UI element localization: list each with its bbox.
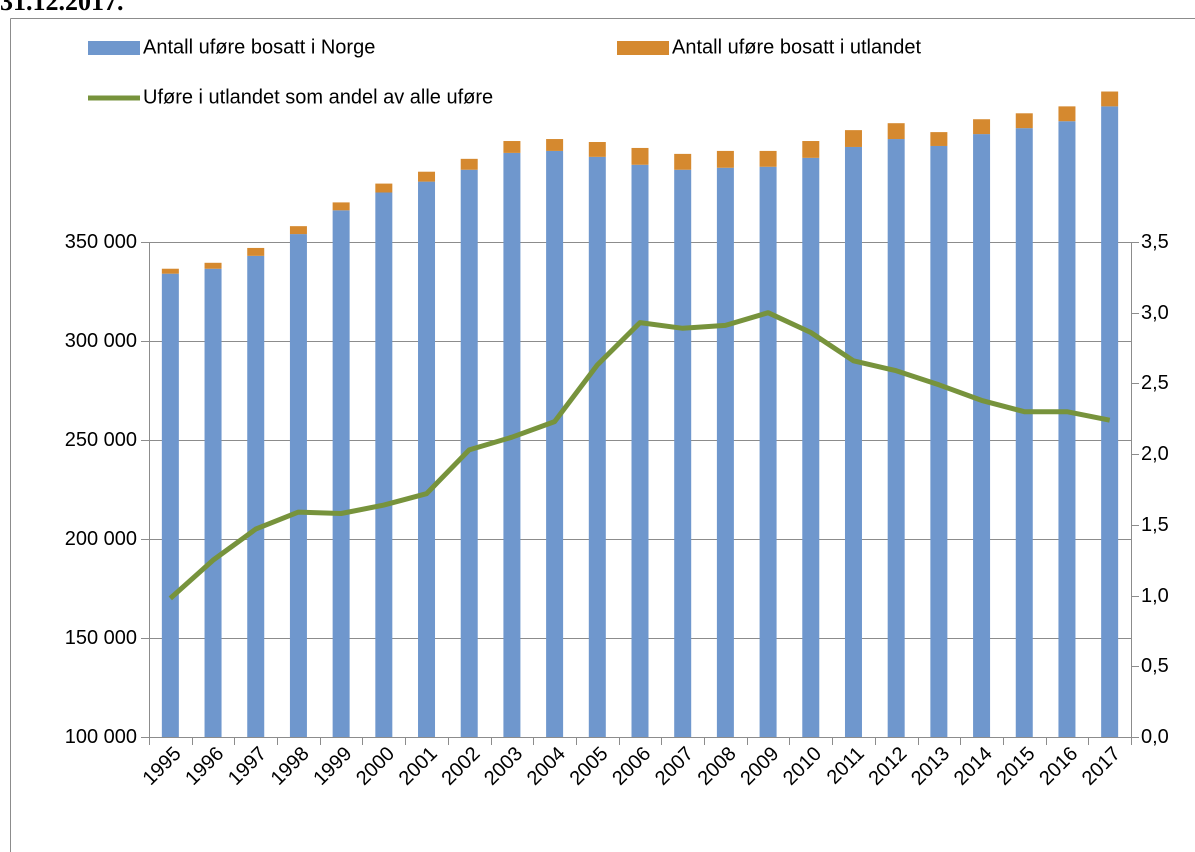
y-tick-label: 250 000 [65, 429, 137, 451]
x-tick-label: 2017 [1078, 743, 1125, 790]
x-tick-label: 2000 [352, 743, 399, 790]
x-tick-label: 2011 [823, 743, 869, 789]
y2-tick-label: 3,5 [1141, 231, 1169, 253]
x-tick-label: 2013 [907, 743, 954, 790]
bar [930, 132, 948, 146]
bar [887, 123, 905, 140]
x-tick-label: 2006 [608, 743, 655, 790]
bar [546, 139, 564, 151]
bar [503, 141, 521, 153]
bar [802, 157, 820, 738]
bar [631, 147, 649, 165]
bar [204, 262, 222, 269]
bar [375, 183, 393, 193]
y2-tick-label: 2,5 [1141, 372, 1169, 394]
bar [332, 202, 350, 211]
bar [973, 119, 991, 135]
bar [674, 153, 692, 170]
y-tick-label: 200 000 [65, 528, 137, 550]
y2-tick-label: 0,0 [1141, 726, 1169, 748]
bar [759, 150, 777, 167]
bar [716, 167, 734, 737]
bar [289, 226, 307, 235]
x-tick-label: 1997 [224, 743, 271, 790]
x-tick-label: 2016 [1035, 743, 1082, 790]
legend-label: Antall uføre bosatt i utlandet [672, 36, 921, 58]
bar [1015, 113, 1033, 129]
bar [161, 268, 179, 274]
bar [503, 152, 521, 737]
bar [1101, 106, 1119, 738]
y2-tick-label: 1,5 [1141, 514, 1169, 536]
x-tick-label: 2002 [437, 743, 484, 790]
bar [1015, 128, 1033, 737]
y2-tick-label: 3,0 [1141, 302, 1169, 324]
x-tick-label: 1999 [309, 743, 356, 790]
bar [247, 255, 265, 738]
y-tick-label: 350 000 [65, 231, 137, 253]
bar [802, 141, 820, 158]
x-tick-label: 2015 [993, 743, 1040, 790]
y2-tick-label: 1,0 [1141, 585, 1169, 607]
y-tick-label: 150 000 [65, 627, 137, 649]
x-tick-label: 2012 [864, 743, 911, 790]
bar [332, 210, 350, 737]
x-tick-label: 2014 [950, 743, 997, 790]
bar [674, 169, 692, 738]
x-tick-label: 2009 [736, 743, 783, 790]
chart-title: 31.12.2017. [0, 0, 124, 16]
y-tick-label: 300 000 [65, 330, 137, 352]
legend-swatch [88, 41, 140, 55]
legend-label: Antall uføre bosatt i Norge [143, 36, 375, 58]
bar [631, 164, 649, 737]
x-tick-label: 2001 [395, 743, 442, 790]
x-tick-label: 2007 [651, 743, 698, 790]
x-tick-label: 1998 [267, 743, 314, 790]
bar [930, 145, 948, 738]
x-tick-label: 2003 [480, 743, 527, 790]
bar [588, 142, 606, 157]
bar [1058, 121, 1076, 738]
bar [418, 171, 436, 182]
x-tick-label: 2005 [566, 743, 613, 790]
bar [973, 134, 991, 738]
x-tick-label: 2004 [523, 743, 570, 790]
bar [887, 139, 905, 738]
x-tick-label: 1996 [181, 743, 228, 790]
legend-label: Uføre i utlandet som andel av alle uføre [143, 86, 493, 108]
y-tick-label: 100 000 [65, 726, 137, 748]
x-tick-label: 2008 [694, 743, 741, 790]
y2-tick-label: 2,0 [1141, 443, 1169, 465]
bar [1101, 91, 1119, 107]
bar [204, 268, 222, 737]
x-tick-label: 1995 [139, 743, 186, 790]
bar [247, 247, 265, 256]
bar [759, 166, 777, 737]
bar [588, 156, 606, 738]
bar [844, 146, 862, 737]
bar [161, 273, 179, 737]
bar [418, 181, 436, 738]
bar [716, 150, 734, 168]
bar [375, 192, 393, 737]
bar [546, 150, 564, 738]
bar [289, 234, 307, 737]
legend-swatch [617, 41, 669, 55]
line [168, 310, 1111, 601]
bar [460, 158, 478, 170]
x-tick-label: 2010 [779, 743, 826, 790]
y2-tick-label: 0,5 [1141, 655, 1169, 677]
bar [1058, 106, 1076, 122]
bar [844, 130, 862, 147]
